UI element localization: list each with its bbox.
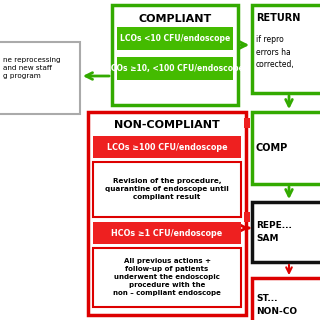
Bar bbox=[93, 222, 241, 244]
Bar bbox=[252, 112, 320, 184]
Text: ST...
NON-CO: ST... NON-CO bbox=[256, 294, 297, 316]
Text: if repro
errors ha
corrected,: if repro errors ha corrected, bbox=[256, 35, 295, 69]
Text: Revision of the procedure,
quarantine of endoscope until
compliant result: Revision of the procedure, quarantine of… bbox=[105, 178, 229, 200]
Text: REPE...
SAM: REPE... SAM bbox=[256, 221, 292, 243]
Text: LCOs <10 CFU/endoscope: LCOs <10 CFU/endoscope bbox=[120, 34, 230, 43]
Bar bbox=[93, 248, 241, 307]
Text: COMP: COMP bbox=[256, 143, 288, 153]
Bar bbox=[0, 42, 80, 114]
Bar bbox=[252, 202, 320, 262]
Bar bbox=[244, 118, 250, 128]
Text: LCOs ≥10, <100 CFU/endoscope: LCOs ≥10, <100 CFU/endoscope bbox=[106, 64, 244, 73]
Bar bbox=[93, 136, 241, 158]
Bar bbox=[117, 57, 233, 80]
Text: All previous actions +
follow-up of patients
underwent the endoscopic
procedure : All previous actions + follow-up of pati… bbox=[113, 259, 221, 297]
Bar bbox=[252, 278, 320, 320]
Text: ne reprocessing
and new staff
g program: ne reprocessing and new staff g program bbox=[3, 57, 60, 79]
Bar bbox=[117, 27, 233, 50]
Text: NON-COMPLIANT: NON-COMPLIANT bbox=[114, 120, 220, 130]
Bar bbox=[93, 162, 241, 217]
Bar bbox=[244, 212, 250, 222]
Bar bbox=[252, 5, 320, 93]
Text: LCOs ≥100 CFU/endoscope: LCOs ≥100 CFU/endoscope bbox=[107, 142, 227, 151]
Text: HCOs ≥1 CFU/endoscope: HCOs ≥1 CFU/endoscope bbox=[111, 228, 223, 237]
Bar bbox=[88, 112, 246, 315]
Text: COMPLIANT: COMPLIANT bbox=[138, 14, 212, 24]
Text: RETURN: RETURN bbox=[256, 13, 300, 23]
Bar bbox=[112, 5, 238, 105]
